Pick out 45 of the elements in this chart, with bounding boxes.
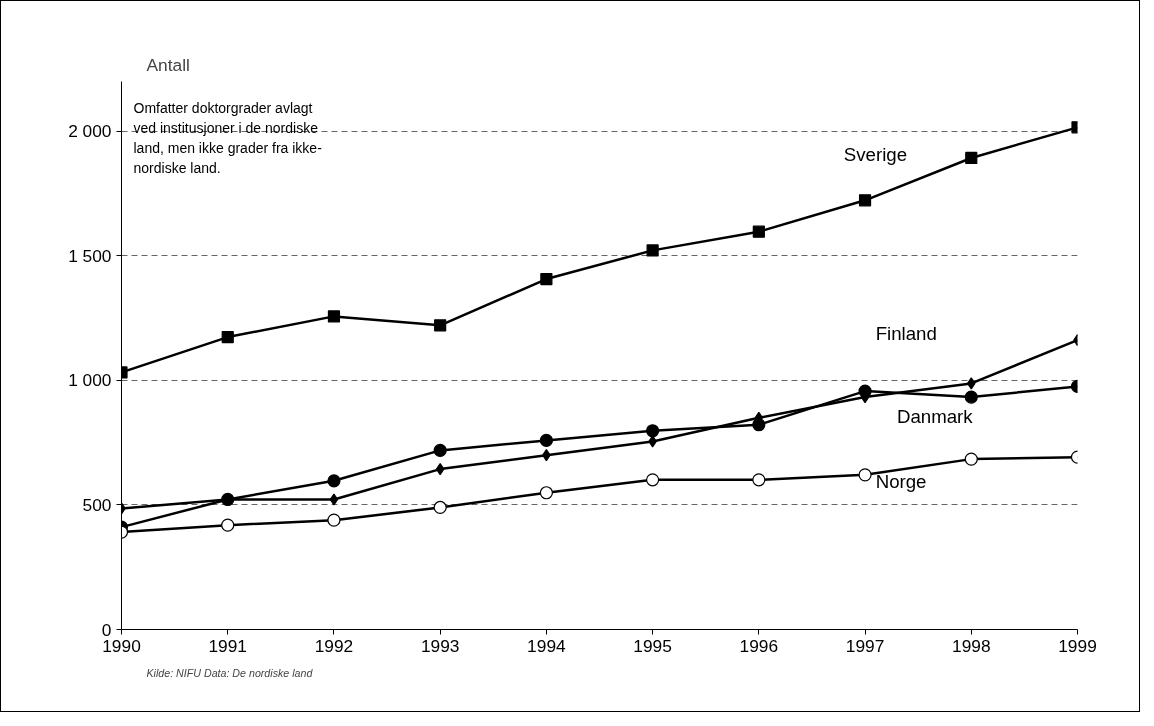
x-tick-label: 1997 xyxy=(845,635,885,656)
x-tick-label: 1993 xyxy=(420,635,460,656)
x-tick-label: 1998 xyxy=(952,635,991,656)
point xyxy=(433,500,447,515)
point xyxy=(752,418,766,432)
x-tick-label: 1994 xyxy=(527,635,567,656)
y-tick-label: 1 500 xyxy=(68,245,112,266)
point xyxy=(327,513,341,527)
text: Finland xyxy=(875,322,937,344)
point xyxy=(329,493,339,506)
y-tick-label: 2 000 xyxy=(68,121,112,142)
text: Kilde: NIFU Data: De nordiske land xyxy=(146,666,314,679)
point xyxy=(752,473,766,487)
point xyxy=(221,518,235,532)
point xyxy=(433,443,447,457)
x-tick-label: 1996 xyxy=(739,635,779,656)
point xyxy=(858,468,872,482)
point xyxy=(435,462,445,476)
x-tick-label: 1999 xyxy=(1058,635,1097,656)
point xyxy=(434,319,447,332)
point xyxy=(539,486,553,500)
point xyxy=(646,473,660,487)
point xyxy=(327,310,341,323)
y-axis-title: Antall xyxy=(146,54,190,75)
x-tick-label: 1992 xyxy=(314,635,354,656)
point xyxy=(965,151,978,165)
point xyxy=(858,194,872,207)
x-tick-label: 1991 xyxy=(208,635,248,656)
series-label: Danmark xyxy=(896,405,974,427)
series-label: Sverige xyxy=(843,144,908,166)
point xyxy=(327,474,341,488)
point xyxy=(539,433,553,448)
point xyxy=(646,424,660,438)
point xyxy=(858,384,872,398)
y-tick-label: 1 000 xyxy=(68,370,112,391)
series-label: Norge xyxy=(875,470,927,492)
point xyxy=(221,330,234,344)
y-tick-label: 500 xyxy=(82,494,112,515)
point xyxy=(964,390,978,404)
x-tick-label: 1995 xyxy=(633,635,672,656)
point xyxy=(646,244,659,257)
point xyxy=(540,272,553,286)
annotation: Omfatter doktorgrader avlagt ved institusjoner i de nordiske land, men ikke grader fra ikke- nordiske land. xyxy=(133,99,323,176)
point xyxy=(964,452,978,466)
point xyxy=(752,225,765,238)
